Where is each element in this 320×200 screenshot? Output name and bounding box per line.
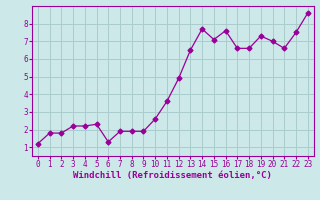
X-axis label: Windchill (Refroidissement éolien,°C): Windchill (Refroidissement éolien,°C) <box>73 171 272 180</box>
